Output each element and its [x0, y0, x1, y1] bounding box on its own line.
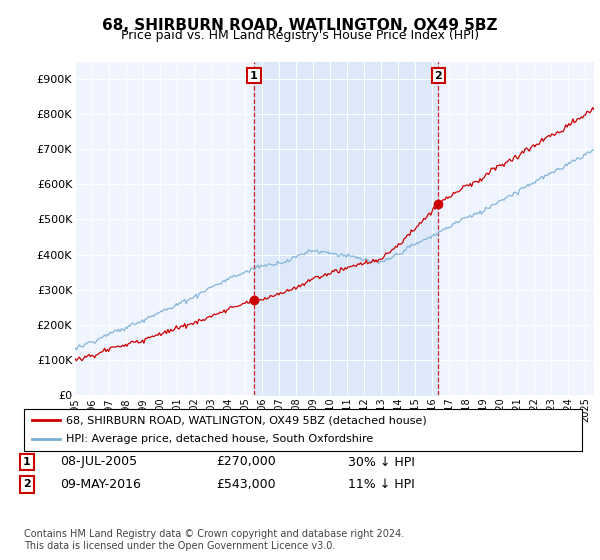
Text: HPI: Average price, detached house, South Oxfordshire: HPI: Average price, detached house, Sout…	[66, 435, 373, 445]
Text: 1: 1	[23, 457, 31, 467]
Text: £270,000: £270,000	[216, 455, 276, 469]
Text: 2: 2	[434, 71, 442, 81]
Text: 68, SHIRBURN ROAD, WATLINGTON, OX49 5BZ: 68, SHIRBURN ROAD, WATLINGTON, OX49 5BZ	[102, 18, 498, 33]
Text: 11% ↓ HPI: 11% ↓ HPI	[348, 478, 415, 491]
Text: 1: 1	[250, 71, 258, 81]
Text: Contains HM Land Registry data © Crown copyright and database right 2024.
This d: Contains HM Land Registry data © Crown c…	[24, 529, 404, 551]
Text: £543,000: £543,000	[216, 478, 275, 491]
Text: 68, SHIRBURN ROAD, WATLINGTON, OX49 5BZ (detached house): 68, SHIRBURN ROAD, WATLINGTON, OX49 5BZ …	[66, 415, 427, 425]
Text: Price paid vs. HM Land Registry's House Price Index (HPI): Price paid vs. HM Land Registry's House …	[121, 29, 479, 42]
Text: 09-MAY-2016: 09-MAY-2016	[60, 478, 141, 491]
Text: 30% ↓ HPI: 30% ↓ HPI	[348, 455, 415, 469]
Text: 08-JUL-2005: 08-JUL-2005	[60, 455, 137, 469]
Text: 2: 2	[23, 479, 31, 489]
